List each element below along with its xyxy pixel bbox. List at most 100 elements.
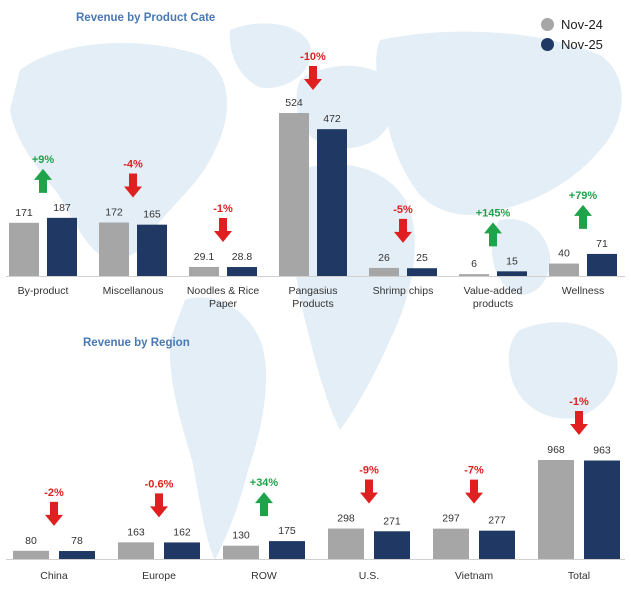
value-label-nov-25-china: 78: [71, 535, 83, 547]
up-arrow-icon-row: [255, 492, 273, 517]
down-arrow-icon-noodles-rice-paper: [214, 217, 232, 242]
bar-nov-24-vietnam: [433, 528, 469, 559]
legend-swatch-nov-25: [541, 37, 554, 51]
value-label-nov-24-total: 968: [547, 444, 565, 456]
change-label-pangasius-products: -10%: [300, 51, 326, 63]
value-label-nov-25-noodles-rice-paper: 28.8: [232, 251, 253, 263]
change-label-u-s: -9%: [359, 465, 379, 477]
value-label-nov-24-noodles-rice-paper: 29.1: [194, 251, 215, 263]
legend-item-nov-25: Nov-25: [541, 34, 603, 54]
value-label-nov-24-pangasius-products: 524: [285, 97, 303, 109]
value-label-nov-25-row: 175: [278, 525, 296, 537]
value-label-nov-25-value-added-products: 15: [506, 255, 518, 267]
category-label-pangasius-products-line2: Products: [292, 298, 333, 310]
value-label-nov-25-pangasius-products: 472: [323, 113, 341, 125]
value-label-nov-24-shrimp-chips: 26: [378, 252, 390, 264]
category-label-vietnam: Vietnam: [455, 570, 494, 582]
bar-nov-25-shrimp-chips: [407, 268, 437, 276]
bar-nov-25-vietnam: [479, 530, 515, 559]
category-label-total: Total: [568, 570, 590, 582]
bar-nov-25-china: [59, 551, 95, 559]
change-label-total: -1%: [569, 396, 589, 408]
down-arrow-icon-shrimp-chips: [394, 218, 412, 243]
australia-shape: [508, 322, 618, 419]
bar-nov-24-u-s: [328, 528, 364, 559]
bar-nov-25-noodles-rice-paper: [227, 267, 257, 276]
bar-nov-24-value-added-products: [459, 274, 489, 276]
bar-nov-25-miscellanous: [137, 224, 167, 276]
europe-shape: [296, 65, 398, 149]
value-label-nov-24-china: 80: [25, 535, 37, 547]
down-arrow-icon-europe: [150, 493, 168, 518]
down-arrow-icon-total: [570, 411, 588, 435]
bar-nov-24-pangasius-products: [279, 113, 309, 276]
region-chart-title: Revenue by Region: [83, 337, 190, 349]
value-label-nov-24-by-product: 171: [15, 207, 33, 219]
category-label-value-added-products-line2: products: [473, 298, 513, 310]
change-label-vietnam: -7%: [464, 465, 484, 477]
category-label-value-added-products: Value-added: [464, 285, 523, 297]
category-label-china: China: [40, 570, 68, 582]
category-label-noodles-rice-paper-line2: Paper: [209, 298, 238, 310]
value-label-nov-24-wellness: 40: [558, 248, 570, 260]
value-label-nov-24-row: 130: [232, 530, 250, 542]
up-arrow-icon-by-product: [34, 168, 52, 193]
change-label-wellness: +79%: [569, 190, 598, 202]
bar-nov-24-europe: [118, 542, 154, 559]
greenland-shape: [229, 23, 311, 89]
up-arrow-icon-value-added-products: [484, 222, 502, 247]
south-america-shape: [169, 297, 267, 560]
product-chart-title: Revenue by Product Cate: [76, 12, 216, 24]
legend-label-nov-24: Nov-24: [561, 16, 603, 32]
bar-nov-25-europe: [164, 542, 200, 559]
change-label-europe: -0.6%: [145, 478, 174, 490]
change-label-value-added-products: +145%: [476, 207, 511, 219]
value-label-nov-25-u-s: 271: [383, 515, 401, 527]
category-label-wellness: Wellness: [562, 285, 604, 297]
value-label-nov-25-by-product: 187: [53, 202, 71, 214]
category-label-europe: Europe: [142, 570, 176, 582]
value-label-nov-24-miscellanous: 172: [105, 206, 123, 218]
value-label-nov-25-wellness: 71: [596, 238, 608, 250]
value-label-nov-24-vietnam: 297: [442, 513, 460, 525]
down-arrow-icon-u-s: [360, 479, 378, 504]
asia-shape: [376, 31, 622, 215]
bar-nov-25-total: [584, 460, 620, 559]
bar-nov-24-china: [13, 550, 49, 559]
down-arrow-icon-vietnam: [465, 479, 483, 504]
up-arrow-icon-wellness: [574, 204, 592, 229]
change-label-miscellanous: -4%: [123, 158, 143, 170]
change-label-shrimp-chips: -5%: [393, 204, 413, 216]
value-label-nov-25-europe: 162: [173, 526, 191, 538]
value-label-nov-24-value-added-products: 6: [471, 258, 477, 270]
bar-nov-24-miscellanous: [99, 222, 129, 276]
legend: Nov-24 Nov-25: [541, 14, 603, 54]
bar-nov-25-by-product: [47, 217, 77, 276]
bar-nov-24-wellness: [549, 263, 579, 276]
change-label-row: +34%: [250, 477, 279, 489]
category-label-row: ROW: [251, 570, 277, 582]
legend-swatch-nov-24: [541, 17, 554, 31]
down-arrow-icon-miscellanous: [124, 173, 142, 198]
bar-nov-24-by-product: [9, 222, 39, 276]
north-america-shape: [10, 43, 227, 259]
bar-nov-24-row: [223, 545, 259, 559]
category-label-noodles-rice-paper: Noodles & Rice: [187, 285, 260, 297]
bar-nov-25-value-added-products: [497, 271, 527, 276]
bar-nov-25-row: [269, 541, 305, 559]
down-arrow-icon-china: [45, 501, 63, 526]
category-label-shrimp-chips: Shrimp chips: [373, 285, 434, 297]
category-label-u-s: U.S.: [359, 570, 379, 582]
bar-nov-25-pangasius-products: [317, 129, 347, 276]
value-label-nov-24-europe: 163: [127, 526, 145, 538]
value-label-nov-25-total: 963: [593, 445, 611, 457]
value-label-nov-25-shrimp-chips: 25: [416, 252, 428, 264]
change-label-china: -2%: [44, 487, 64, 499]
value-label-nov-25-miscellanous: 165: [143, 209, 161, 221]
bar-nov-25-wellness: [587, 253, 617, 276]
bar-nov-24-shrimp-chips: [369, 267, 399, 276]
down-arrow-icon-pangasius-products: [304, 66, 322, 90]
value-label-nov-24-u-s: 298: [337, 513, 355, 525]
legend-label-nov-25: Nov-25: [561, 36, 603, 52]
